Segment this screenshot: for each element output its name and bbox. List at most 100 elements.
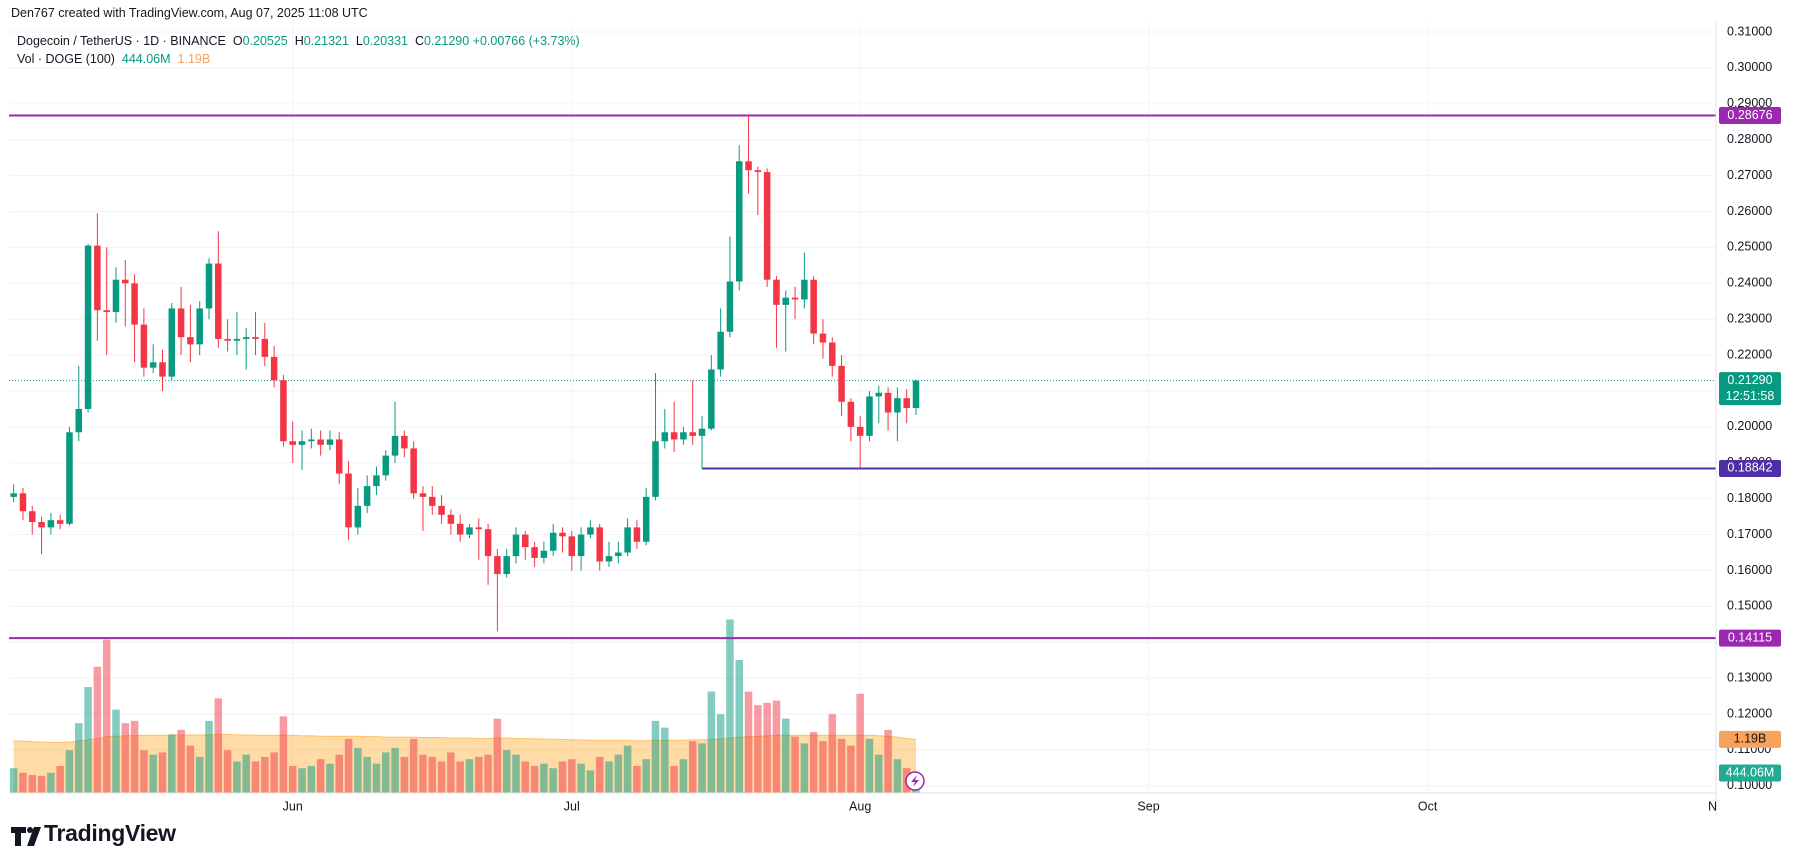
volume-bar [819,741,827,793]
volume-bar [400,756,409,793]
candle-body [680,432,687,440]
candle-body [577,534,585,557]
volume-bar [623,745,632,793]
level-label-box [1719,106,1781,124]
candle-body [29,511,36,523]
volume-bar [102,639,111,793]
volume-bar [828,714,837,793]
candle-body [401,435,408,449]
candle-body [791,297,799,300]
y-tick-label: 0.30000 [1727,60,1772,74]
level-label-box [1719,459,1781,477]
volume-bar [875,754,883,793]
candle-body [903,398,910,409]
volume-bar [223,750,232,793]
volume-bar [772,700,781,793]
candle-body [94,245,101,311]
candle-body [866,396,873,436]
candle-body [456,523,464,535]
candle-body [84,245,92,409]
candle-body [224,338,231,341]
volume-bar [540,763,548,793]
volume-bar [344,738,353,793]
volume-bar [381,752,390,793]
price-axis: 0.31000 0.30000 0.29000 0.28000 0.27000 0.260… [9,0,1794,816]
candle-body [326,439,334,445]
candle-body [38,522,45,528]
axis-cover [1717,794,1794,816]
candle-body [354,505,362,528]
candle-body [438,505,445,515]
volume-bar [56,765,64,793]
volume-bar [288,765,297,793]
level-label: 0.28676 [1727,108,1772,122]
candle-body [289,441,296,445]
level-label: 0.18842 [1727,461,1772,475]
legend-gap [171,52,178,66]
logo-shape [27,827,33,833]
volume-bar [409,738,418,793]
volume-bar [605,761,613,793]
candle-body [168,308,176,377]
candle-body [763,172,771,280]
candle-body [429,496,436,506]
y-tick-label: 0.10000 [1727,778,1772,792]
candle-body [717,331,724,370]
candle-body [140,324,148,368]
candle-body [810,279,817,334]
candle-body [698,428,706,436]
candle-body [484,529,492,557]
candle-body [131,283,138,325]
x-tick-label: Jun [283,799,303,813]
candle-body [782,297,790,305]
candle-body [661,432,669,442]
volume-bar [809,732,818,793]
candle-body [819,333,827,343]
candle-body [363,486,371,506]
x-tick-label: Aug [849,799,871,813]
volume-bar [893,759,902,793]
volume-ma-label: 1.19B [1734,732,1767,746]
volume-bar [130,720,139,793]
candle-body [447,514,455,524]
y-tick-label: 0.17000 [1727,527,1772,541]
y-tick-label: 0.29000 [1727,96,1772,110]
x-tick-label: Jul [564,799,580,813]
y-tick-label: 0.24000 [1727,276,1772,290]
volume-bar [65,750,74,793]
legend: Dogecoin / TetherUS · 1D · BINANCE O 0.20… [17,34,580,48]
candle-body [419,493,427,497]
volume-bar [270,752,278,793]
candle-body [103,310,110,313]
y-tick-label: 0.27000 [1727,168,1772,182]
volume-bar [549,768,557,793]
candle-body [559,532,566,537]
candle-body [531,547,538,558]
volume-bar [242,754,250,793]
candle-body [308,439,315,442]
volume-bar [279,716,288,793]
volume-box [1719,764,1781,782]
volume-bar [642,759,650,793]
candle-body [540,550,548,558]
candle-body [252,337,259,339]
level-label: 0.14115 [1728,630,1772,644]
candle-body [503,556,510,575]
y-tick-label: 0.13000 [1727,670,1772,684]
volume-bar [763,702,771,793]
legend-gap [349,34,356,48]
candle-body [884,392,892,413]
candle-body [373,475,380,487]
volume-bar [651,720,660,793]
candle-body [735,161,743,282]
volume-bar [75,723,83,793]
volume-bar [791,736,799,793]
candle-body [261,338,269,357]
candle-body [122,279,129,284]
volume-bar [884,729,892,793]
candle-body [568,536,576,557]
volume-bar [186,745,195,793]
candle-body [66,432,73,524]
